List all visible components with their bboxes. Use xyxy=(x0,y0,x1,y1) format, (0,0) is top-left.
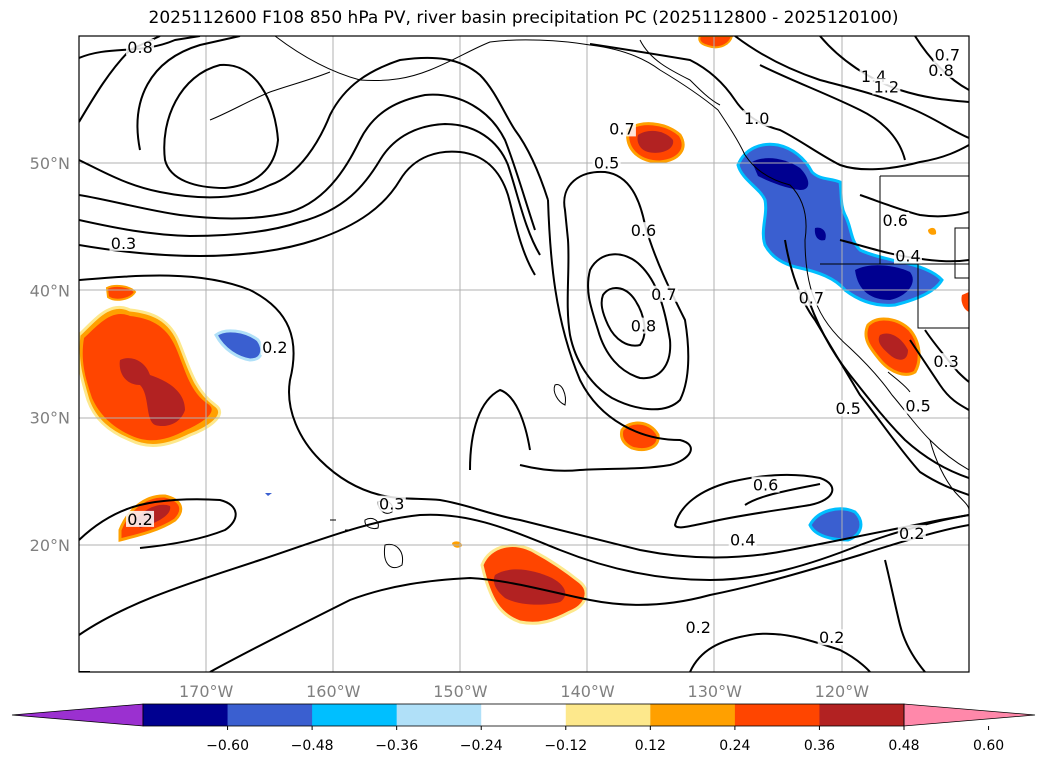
contour-label-bg xyxy=(932,353,961,370)
colorbar-tick-label: −0.48 xyxy=(291,738,334,754)
contour-label-bg xyxy=(834,400,863,417)
contour-label: 0.6 xyxy=(753,476,778,495)
contour-label-bg xyxy=(904,397,933,414)
contour-label-bg xyxy=(897,524,926,541)
map-frame xyxy=(78,35,970,673)
contour-label: 0.2 xyxy=(899,524,924,543)
contour-label: 0.7 xyxy=(651,285,676,304)
colorbar-segment xyxy=(565,704,651,726)
precip-negative-mexico xyxy=(808,507,863,542)
colorbar: −0.60 −0.48 −0.36 −0.24 −0.12 0.12 0.24 0.36 0.4… xyxy=(11,703,1036,754)
contour-label-bg xyxy=(592,154,621,171)
contour-label: 1.2 xyxy=(874,77,899,96)
contour-label-bg xyxy=(881,211,910,228)
contour-label: 0.4 xyxy=(895,247,920,266)
coastlines xyxy=(209,36,969,569)
contour-label: 0.2 xyxy=(127,510,152,529)
colorbar-tick-label: −0.60 xyxy=(206,738,249,754)
map-title: 2025112600 F108 850 hPa PV, river basin … xyxy=(148,8,899,28)
colorbar-tick-label: 0.48 xyxy=(888,738,919,754)
contour-label-bg xyxy=(126,38,155,55)
contour-label: 0.3 xyxy=(111,234,136,253)
colorbar-segment xyxy=(819,704,905,726)
longitude-labels: 170°W 160°W 150°W 140°W 130°W 120°W xyxy=(179,682,869,701)
colorbar-tick-label: −0.36 xyxy=(375,738,418,754)
contour-label-bg xyxy=(260,339,289,356)
contour-label: 0.3 xyxy=(379,495,404,514)
contour-label-bg xyxy=(126,510,155,527)
contour-label-bg xyxy=(629,222,658,239)
colorbar-segment xyxy=(650,704,736,726)
contour-label: 0.7 xyxy=(799,289,824,308)
lat-tick-label: 50°N xyxy=(30,154,70,173)
contour-label-bg xyxy=(629,317,658,334)
contour-label: 0.7 xyxy=(935,46,960,65)
contour-label: 0.5 xyxy=(835,399,860,418)
contour-label: 0.2 xyxy=(819,628,844,647)
colorbar-tick-label: 0.36 xyxy=(804,738,835,754)
contour-label: 0.3 xyxy=(933,352,958,371)
colorbar-segment xyxy=(227,704,313,726)
contour-label: 0.8 xyxy=(631,317,656,336)
lat-tick-label: 40°N xyxy=(30,281,70,300)
contour-label: 0.4 xyxy=(730,530,755,549)
contour-label: 0.5 xyxy=(594,154,619,173)
contour-label: 0.6 xyxy=(883,211,908,230)
contour-label-bg xyxy=(607,120,636,137)
colorbar-segment xyxy=(396,704,482,726)
contour-label-bg xyxy=(751,476,780,493)
colorbar-tick-label: −0.24 xyxy=(460,738,503,754)
contour-labels: 0.80.30.20.70.50.60.70.81.01.41.20.70.80… xyxy=(109,38,962,647)
colorbar-frame xyxy=(142,703,905,727)
precip-negative-central xyxy=(214,329,264,362)
pv-contours xyxy=(79,36,969,672)
contour-label: 1.0 xyxy=(744,109,769,128)
contour-label-bg xyxy=(109,234,138,251)
colorbar-extend-high xyxy=(903,703,1036,727)
colorbar-extend-low xyxy=(11,703,144,727)
contour-label-bg xyxy=(684,619,713,636)
lon-tick-label: 120°W xyxy=(815,682,870,701)
contour-label-bg xyxy=(817,629,846,646)
lat-tick-label: 30°N xyxy=(30,409,70,428)
colorbar-segment xyxy=(481,704,567,726)
colorbar-tick-label: 0.24 xyxy=(719,738,750,754)
colorbar-tick-label: 0.60 xyxy=(973,738,1004,754)
contour-label-bg xyxy=(893,247,922,264)
contour-label-bg xyxy=(933,46,962,63)
colorbar-segment xyxy=(312,704,398,726)
contour-label-bg xyxy=(797,289,826,306)
lat-tick-label: 20°N xyxy=(30,536,70,555)
contour-label: 0.2 xyxy=(685,618,710,637)
lon-tick-label: 140°W xyxy=(560,682,615,701)
contour-label-bg xyxy=(927,61,956,78)
contour-label: 0.2 xyxy=(262,338,287,357)
lon-tick-label: 130°W xyxy=(688,682,743,701)
contour-label: 0.6 xyxy=(631,221,656,240)
contour-label: 0.8 xyxy=(127,38,152,57)
colorbar-segment xyxy=(734,704,820,726)
contour-label-bg xyxy=(872,78,901,95)
contour-label-bg xyxy=(742,110,771,127)
contour-label-bg xyxy=(377,495,406,512)
colorbar-tick-label: −0.12 xyxy=(544,738,587,754)
contour-label: 0.7 xyxy=(609,119,634,138)
contour-label: 0.8 xyxy=(928,61,953,80)
latitude-labels: 20°N 30°N 40°N 50°N xyxy=(30,154,70,555)
colorbar-tick-label: 0.12 xyxy=(635,738,666,754)
lon-tick-label: 170°W xyxy=(179,682,234,701)
contour-label-bg xyxy=(728,531,757,548)
contour-label: 0.5 xyxy=(905,397,930,416)
lon-tick-label: 160°W xyxy=(306,682,361,701)
lon-tick-label: 150°W xyxy=(433,682,488,701)
contour-label-bg xyxy=(649,285,678,302)
colorbar-segment xyxy=(143,704,229,726)
